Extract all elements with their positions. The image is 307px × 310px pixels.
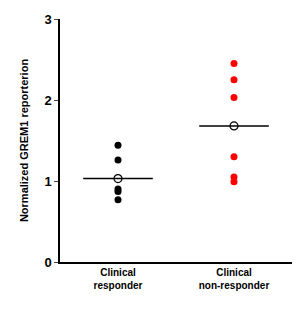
- svg-text:Clinicalresponder: Clinicalresponder: [94, 267, 143, 291]
- svg-text:Normalized GREM1 reporterion: Normalized GREM1 reporterion: [18, 59, 30, 222]
- svg-text:3: 3: [44, 12, 51, 27]
- svg-text:0: 0: [44, 255, 51, 270]
- svg-text:Clinicalnon-responder: Clinicalnon-responder: [199, 267, 270, 291]
- svg-text:1: 1: [44, 174, 51, 189]
- svg-text:2: 2: [44, 93, 51, 108]
